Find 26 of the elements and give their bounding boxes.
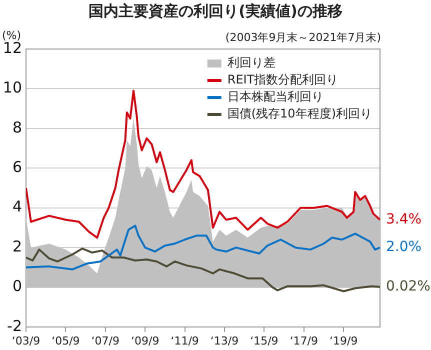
y-tick-label: 6 bbox=[12, 158, 22, 176]
legend-label: REIT指数分配利回り bbox=[227, 72, 338, 87]
data-label: 3.4% bbox=[386, 211, 422, 228]
chart-title: 国内主要資産の利回り(実績値)の推移 bbox=[88, 2, 344, 21]
y-tick-label: 8 bbox=[12, 118, 22, 136]
y-tick-label: 4 bbox=[12, 198, 22, 216]
x-tick-label: ‘19/9 bbox=[330, 334, 358, 348]
x-tick-label: ‘07/9 bbox=[91, 334, 120, 348]
y-tick-label: 0 bbox=[12, 277, 22, 296]
y-tick-label: -2 bbox=[7, 316, 22, 335]
y-axis-title: (%) bbox=[2, 29, 22, 42]
x-tick-label: ‘15/9 bbox=[250, 334, 278, 348]
x-tick-label: ‘05/9 bbox=[52, 334, 80, 348]
x-tick-label: ‘17/9 bbox=[290, 334, 318, 348]
x-tick-label: ‘11/9 bbox=[170, 334, 199, 348]
legend-label: 利回り差 bbox=[227, 56, 276, 70]
y-tick-label: 10 bbox=[2, 78, 22, 97]
data-label: 0.02% bbox=[386, 278, 430, 295]
legend-label: 日本株配当利回り bbox=[227, 90, 324, 104]
chart-subtitle: (2003年9月末～2021年7月末) bbox=[225, 30, 381, 45]
x-tick-label: ‘03/9 bbox=[12, 334, 40, 348]
legend-label: 国債(残存10年程度)利回り bbox=[227, 106, 372, 121]
y-tick-label: 2 bbox=[12, 237, 22, 256]
x-tick-label: ‘09/9 bbox=[131, 334, 160, 348]
data-label: 2.0% bbox=[386, 239, 422, 256]
x-tick-label: ‘13/9 bbox=[210, 334, 239, 348]
